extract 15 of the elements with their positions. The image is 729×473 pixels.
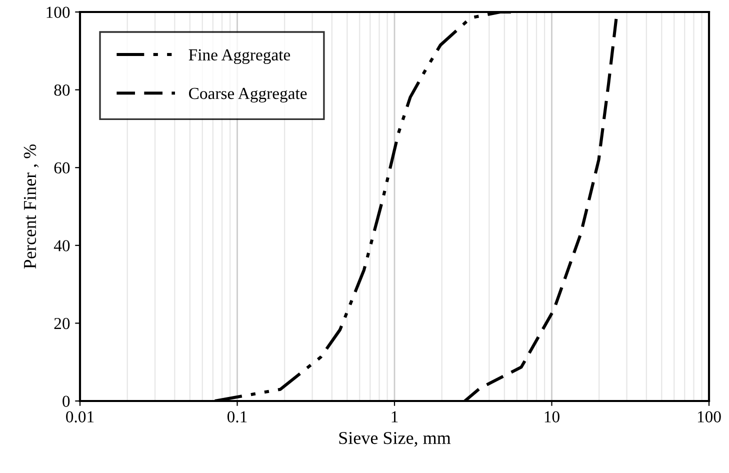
y-tick-label: 20 <box>54 318 70 330</box>
y-tick-label: 0 <box>62 396 70 407</box>
x-tick-label: 100 <box>698 411 721 422</box>
x-axis-title: Sieve Size, mm <box>339 432 451 447</box>
legend-label: Coarse Aggregate <box>189 88 307 103</box>
y-tick-label: 80 <box>54 84 70 96</box>
y-tick-label: 100 <box>46 6 70 18</box>
x-tick-label: 1 <box>392 411 398 422</box>
x-tick-label: 10 <box>544 411 560 422</box>
y-tick-label: 60 <box>54 162 70 174</box>
x-tick-label: 0.01 <box>66 411 94 423</box>
x-tick-label: 0.1 <box>227 411 247 423</box>
y-axis-title: Percent Finer , % <box>24 144 39 269</box>
y-tick-label: 40 <box>54 240 70 252</box>
legend-label: Fine Aggregate <box>188 49 290 64</box>
